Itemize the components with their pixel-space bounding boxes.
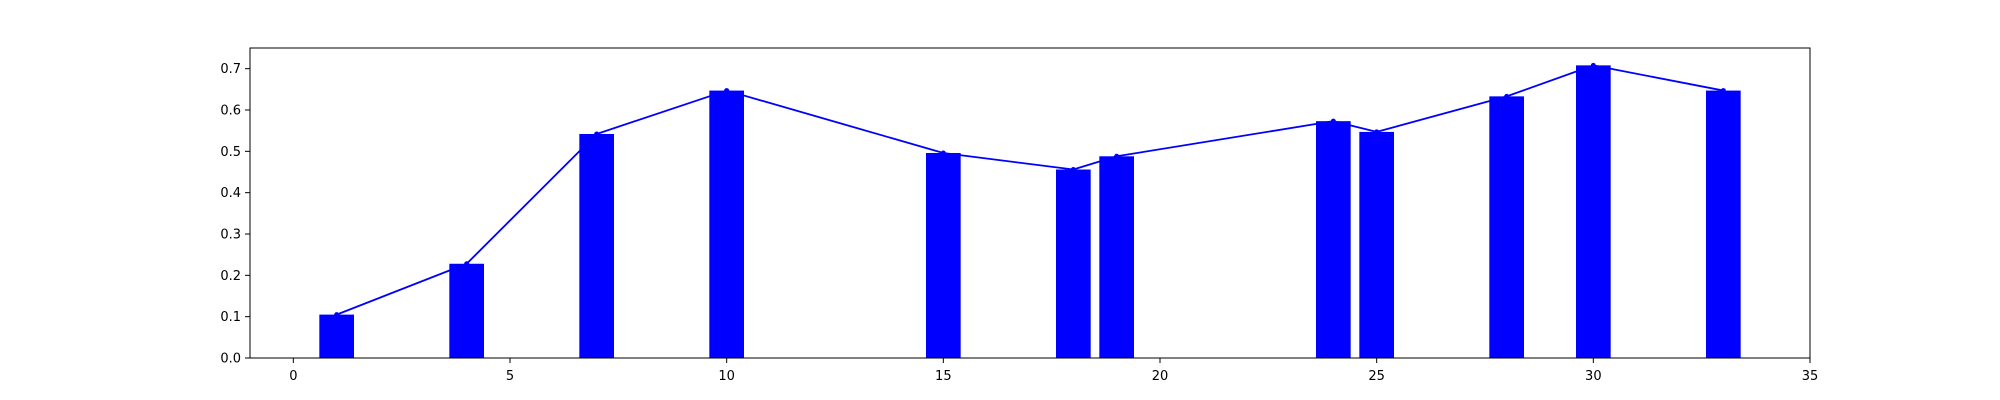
line-point: [724, 88, 730, 94]
bar: [579, 133, 614, 358]
x-tick-label: 20: [1152, 369, 1169, 384]
y-tick-label: 0.4: [220, 186, 241, 201]
y-tick-label: 0.5: [220, 145, 241, 160]
bar: [319, 314, 354, 358]
x-tick-label: 0: [289, 369, 297, 384]
bar: [1706, 90, 1741, 358]
ticks-layer: 0 5 10 15 20 25 30 35 0.0 0.1 0.2 0.3 0.4 0.5 0.6 0.7: [220, 62, 1818, 384]
line-layer: [334, 62, 1726, 318]
bar: [1489, 96, 1524, 359]
y-tick-label: 0.3: [220, 228, 241, 243]
x-tick-label: 10: [718, 369, 735, 384]
y-tick-label: 0.6: [220, 104, 241, 119]
bar: [1576, 65, 1611, 359]
x-tick-label: 35: [1802, 369, 1819, 384]
x-tick-label: 5: [506, 369, 514, 384]
line-point: [1374, 129, 1380, 135]
x-tick-label: 15: [935, 369, 952, 384]
y-tick-label: 0.7: [220, 62, 241, 77]
bar: [709, 90, 744, 358]
line-point: [1330, 118, 1336, 124]
bars-layer: [319, 65, 1741, 359]
line-point: [1590, 62, 1596, 68]
bar: [926, 152, 961, 358]
y-tick-label: 0.0: [220, 352, 241, 367]
y-tick-label: 0.1: [220, 310, 241, 325]
axes-layer: [249, 47, 1811, 359]
y-tick-label: 0.2: [220, 269, 241, 284]
line-point: [464, 261, 470, 267]
plot-frame: [249, 47, 1811, 359]
line-point: [1114, 153, 1120, 159]
line-point: [334, 312, 340, 318]
x-tick-label: 30: [1585, 369, 1602, 384]
line-point: [594, 131, 600, 137]
bar: [1316, 121, 1351, 358]
bar: [1056, 169, 1091, 358]
bar: [1359, 131, 1394, 358]
bar: [449, 263, 484, 358]
bar: [1099, 156, 1134, 358]
line-point: [940, 150, 946, 156]
series-line: [336, 64, 1724, 316]
line-point: [1720, 88, 1726, 94]
line-point: [1504, 93, 1510, 99]
line-point: [1070, 167, 1076, 173]
x-tick-label: 25: [1368, 369, 1385, 384]
